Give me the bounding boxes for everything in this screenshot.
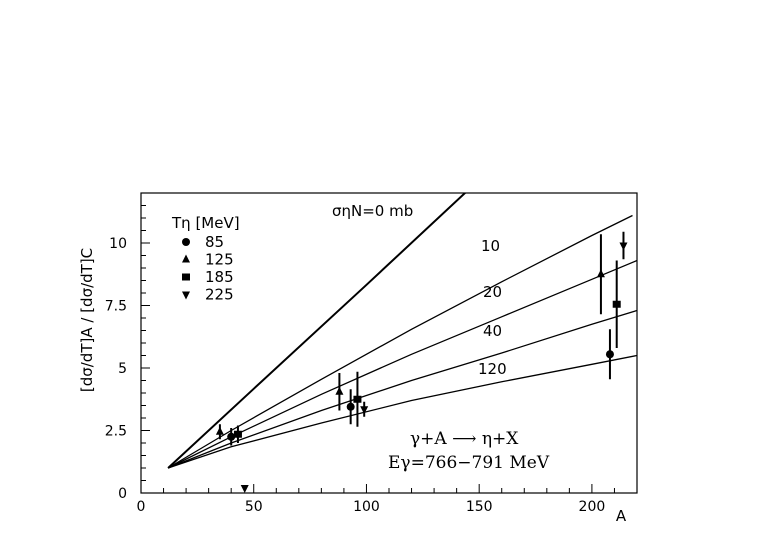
legend-marker-triangle-down — [182, 291, 190, 300]
legend-marker-circle — [182, 238, 190, 246]
y-tick-label: 10 — [109, 236, 127, 252]
legend-marker-square — [182, 273, 190, 281]
legend-title: Tη [MeV] — [171, 214, 240, 232]
x-tick-label: 0 — [137, 499, 146, 515]
curve-label: 10 — [481, 237, 500, 255]
data-point-square — [612, 300, 621, 308]
curve-label: σηN=0 mb — [332, 202, 413, 220]
model-curve — [167, 193, 467, 469]
curve-label: 20 — [483, 283, 502, 301]
x-tick-label: 50 — [245, 499, 263, 515]
data-point-triangle-up — [596, 269, 605, 278]
x-tick-label: 150 — [466, 499, 493, 515]
x-tick-label: 100 — [353, 499, 380, 515]
reaction-annotation: γ+A ⟶ η+X — [410, 429, 519, 449]
tick-marks — [140, 192, 638, 494]
model-curve — [167, 354, 637, 469]
data-point-square — [233, 430, 242, 438]
y-tick-label: 0 — [118, 486, 127, 502]
data-point-circle — [605, 350, 614, 359]
data-point-square — [353, 395, 362, 403]
x-axis-title: A — [616, 507, 627, 525]
y-tick-label: 5 — [118, 361, 127, 377]
legend-marker-triangle-up — [182, 254, 190, 263]
data-point-triangle-down — [240, 485, 249, 493]
tick-labels: 0 50 100 150 200 0 2.5 5 7.5 10 — [105, 236, 606, 515]
data-point-triangle-down — [619, 242, 628, 251]
data-markers — [215, 242, 628, 493]
data-point-triangle-up — [335, 386, 344, 395]
data-point-circle — [346, 402, 355, 411]
data-point-triangle-up — [215, 426, 224, 435]
legend-entry-label: 225 — [205, 286, 234, 304]
x-tick-label: 200 — [579, 499, 606, 515]
y-axis-title: [dσ/dT]A / [dσ/dT]C — [78, 248, 96, 392]
energy-annotation: Eγ=766−791 MeV — [388, 453, 550, 473]
curve-label: 40 — [483, 322, 502, 340]
y-tick-label: 2.5 — [105, 424, 127, 440]
data-point-circle — [227, 432, 236, 441]
legend-entry-label: 185 — [205, 268, 234, 286]
legend-entry-label: 125 — [205, 251, 234, 269]
y-tick-label: 7.5 — [105, 299, 127, 315]
curve-labels: σηN=0 mb 10 20 40 120 — [332, 202, 507, 378]
data-point-triangle-down — [360, 406, 369, 415]
legend-entry-label: 85 — [205, 233, 224, 251]
curve-label: 120 — [478, 360, 507, 378]
